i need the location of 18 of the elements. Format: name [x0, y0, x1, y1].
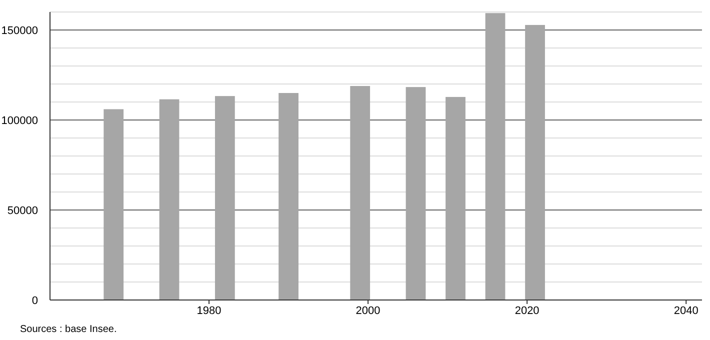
- x-tick-label: 2020: [514, 305, 540, 317]
- bar: [104, 109, 124, 300]
- y-tick-label: 150000: [1, 24, 38, 37]
- bar: [446, 96, 466, 300]
- bar: [485, 13, 506, 300]
- bar: [525, 24, 545, 300]
- x-tick-label: 2000: [356, 305, 380, 317]
- y-tick-label: 100000: [1, 114, 38, 127]
- bar: [350, 86, 370, 300]
- x-tick-label: 1980: [196, 305, 222, 317]
- x-tick-label: 2040: [674, 305, 698, 317]
- bar: [159, 99, 180, 300]
- bar: [214, 96, 235, 300]
- y-tick-label: 50000: [7, 204, 38, 217]
- y-tick-label: 0: [32, 294, 38, 307]
- source-note: Sources : base Insee.: [20, 324, 117, 335]
- bar: [278, 93, 298, 300]
- bar: [406, 87, 426, 300]
